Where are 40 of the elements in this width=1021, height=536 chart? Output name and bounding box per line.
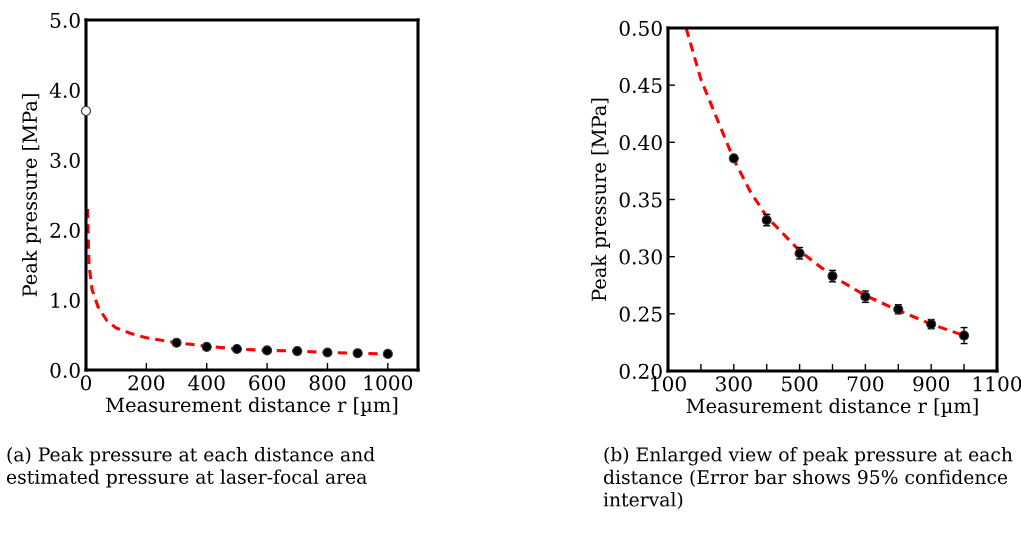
y-axis-title: Peak pressure [MPa] bbox=[591, 98, 610, 301]
x-tick-label: 600 bbox=[249, 375, 285, 391]
y-tick-label: 0.45 bbox=[619, 77, 662, 94]
point bbox=[728, 153, 739, 164]
x-tick-label: 300 bbox=[716, 376, 752, 392]
x-tick-label: 700 bbox=[847, 376, 884, 392]
point bbox=[201, 341, 212, 352]
point bbox=[382, 348, 393, 359]
x-tick-label: 1000 bbox=[364, 375, 413, 391]
x-axis-title: Measurement distance r [µm] bbox=[686, 398, 978, 417]
y-tick-label: 0.35 bbox=[619, 192, 662, 208]
point bbox=[352, 348, 363, 359]
x-tick-label: 900 bbox=[913, 376, 950, 392]
x-tick-label: 800 bbox=[309, 375, 346, 391]
point bbox=[171, 337, 182, 348]
y-tick-label: 0.40 bbox=[619, 135, 662, 151]
point bbox=[322, 347, 333, 358]
y-tick-label: 2.0 bbox=[50, 222, 80, 238]
text: (b) Enlarged view of peak pressure at each distance (Error bar shows 95% confidence interval) bbox=[603, 447, 1013, 510]
y-tick-label: 0.25 bbox=[619, 306, 662, 322]
y-tick-label: 0.0 bbox=[50, 362, 80, 378]
text: (a) Peak pressure at each distance and estimated pressure at laser-focal area bbox=[6, 447, 375, 488]
point bbox=[959, 330, 970, 341]
x-tick-label: 500 bbox=[782, 376, 818, 392]
point bbox=[292, 346, 303, 357]
y-tick-label: 4.0 bbox=[49, 82, 80, 98]
y-tick-label: 1.0 bbox=[51, 292, 80, 308]
point bbox=[262, 345, 273, 356]
x-tick-label: 0 bbox=[80, 375, 92, 391]
x-tick-label: 1100 bbox=[973, 376, 1021, 392]
point bbox=[231, 343, 242, 355]
x-axis-title: Measurement distance r [µm] bbox=[106, 397, 398, 416]
x-tick-label: 200 bbox=[128, 375, 165, 391]
y-tick-label: 3.0 bbox=[50, 152, 80, 168]
y-tick-label: 5.0 bbox=[50, 12, 80, 28]
y-tick-label: 0.50 bbox=[619, 20, 662, 36]
x-tick-label: 400 bbox=[188, 375, 225, 391]
point bbox=[80, 105, 92, 117]
y-tick-label: 0.30 bbox=[619, 249, 662, 265]
y-axis-title: Peak pressure [MPa] bbox=[21, 94, 41, 297]
